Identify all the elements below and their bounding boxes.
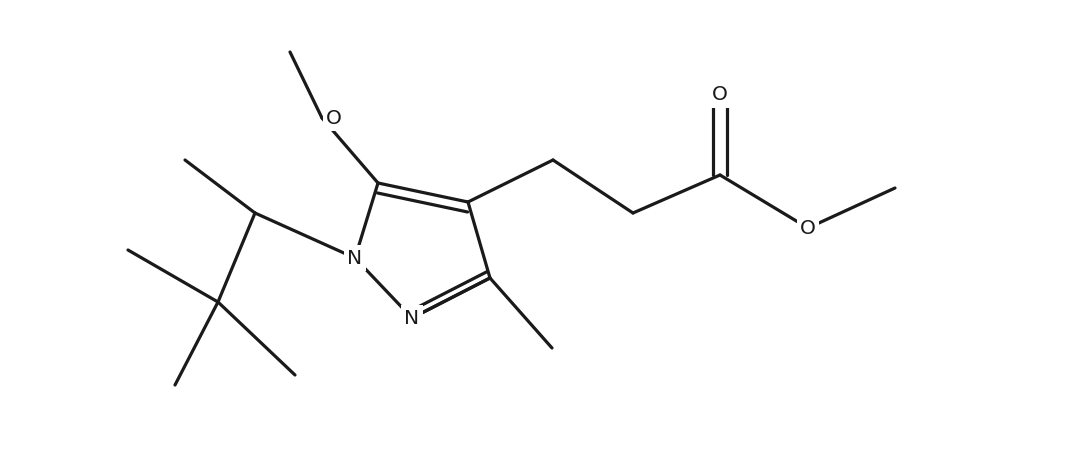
Text: N: N (405, 308, 420, 327)
Text: O: O (712, 86, 728, 105)
Text: N: N (347, 248, 363, 268)
Text: O: O (800, 218, 816, 238)
Text: O: O (326, 109, 342, 128)
